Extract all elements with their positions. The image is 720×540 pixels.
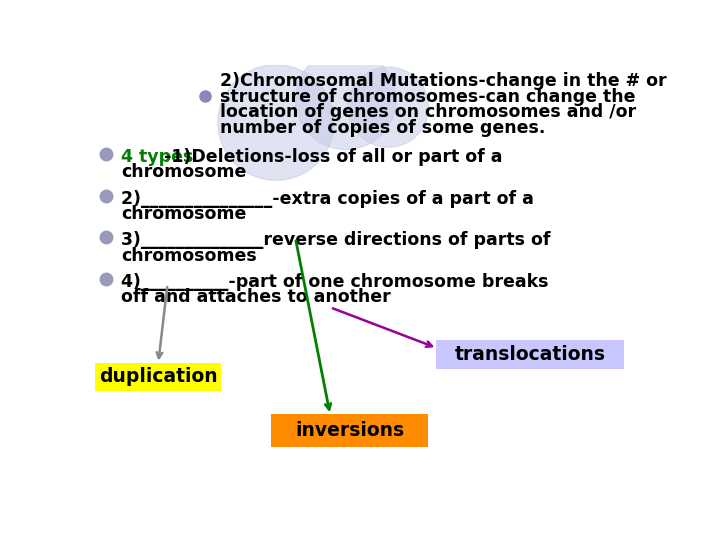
Text: location of genes on chromosomes and /or: location of genes on chromosomes and /or <box>220 103 636 122</box>
Text: structure of chromosomes-can change the: structure of chromosomes-can change the <box>220 88 636 106</box>
Circle shape <box>218 65 334 180</box>
Circle shape <box>295 49 396 150</box>
Text: 3)______________reverse directions of parts of: 3)______________reverse directions of pa… <box>121 231 551 249</box>
Text: 2)_______________-extra copies of a part of a: 2)_______________-extra copies of a part… <box>121 190 534 207</box>
FancyBboxPatch shape <box>436 340 624 369</box>
FancyBboxPatch shape <box>271 414 428 447</box>
Text: chromosomes: chromosomes <box>121 247 257 265</box>
Text: duplication: duplication <box>99 367 217 386</box>
Text: 2)Chromosomal Mutations-change in the # or: 2)Chromosomal Mutations-change in the # … <box>220 72 667 91</box>
Text: translocations: translocations <box>455 345 606 364</box>
Text: -1)Deletions-loss of all or part of a: -1)Deletions-loss of all or part of a <box>163 148 502 166</box>
Text: inversions: inversions <box>295 421 404 440</box>
Circle shape <box>348 67 428 147</box>
Text: 4 types: 4 types <box>121 148 194 166</box>
Text: off and attaches to another: off and attaches to another <box>121 288 391 306</box>
Text: number of copies of some genes.: number of copies of some genes. <box>220 119 546 137</box>
FancyBboxPatch shape <box>96 363 221 391</box>
Text: chromosome: chromosome <box>121 205 246 223</box>
Text: 4)__________-part of one chromosome breaks: 4)__________-part of one chromosome brea… <box>121 273 549 291</box>
Text: chromosome: chromosome <box>121 164 246 181</box>
